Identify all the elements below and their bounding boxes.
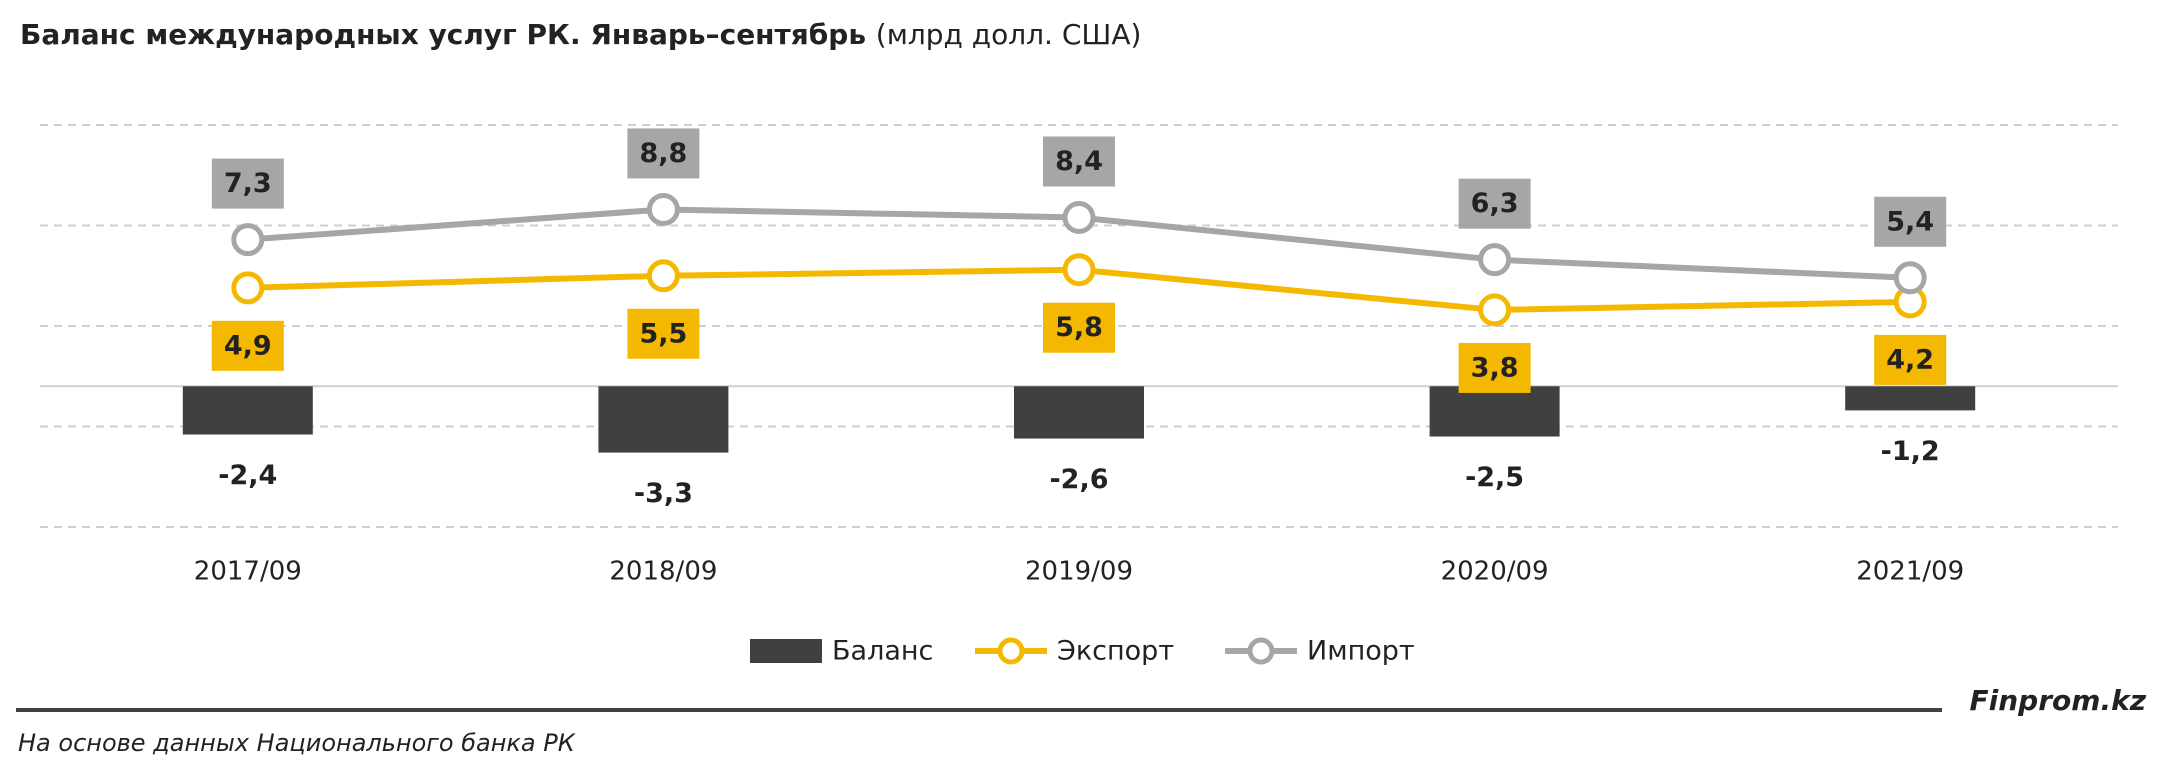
label-box — [211, 320, 284, 371]
source: На основе данных Национального банка РК — [18, 729, 576, 757]
data-label: 6,3 — [1471, 188, 1519, 219]
data-label: -2,4 — [218, 460, 277, 491]
bar — [182, 386, 313, 435]
marker — [1062, 253, 1096, 287]
label-box — [1458, 342, 1531, 393]
brand: Finprom.kz — [1970, 684, 2147, 717]
marker — [646, 259, 680, 293]
bar — [1845, 386, 1976, 411]
data-label: 8,4 — [1055, 146, 1103, 177]
marker — [646, 192, 680, 226]
bar — [598, 386, 729, 453]
subtitle: (млрд долл. США) — [876, 18, 1142, 51]
bar — [1014, 386, 1144, 439]
marker — [1893, 261, 1927, 295]
x-tick-label: 2021/09 — [1856, 557, 1964, 587]
data-label: -3,3 — [634, 478, 693, 509]
label-box — [1043, 136, 1115, 187]
label-box — [627, 128, 700, 179]
x-tick-label: 2018/09 — [609, 557, 717, 587]
label-box — [1043, 302, 1115, 353]
title: Баланс международных услуг РК. Январь–се… — [20, 18, 866, 51]
legend-label: Импорт — [1307, 636, 1415, 667]
marker — [231, 271, 265, 305]
legend-label: Экспорт — [1057, 636, 1174, 667]
data-label: -1,2 — [1881, 436, 1940, 467]
x-tick-label: 2019/09 — [1025, 557, 1133, 587]
x-tick-label: 2020/09 — [1441, 557, 1549, 587]
data-label: 4,9 — [224, 330, 272, 361]
label-box — [1874, 334, 1947, 385]
data-label: 4,2 — [1886, 344, 1934, 375]
data-label: 5,4 — [1886, 206, 1934, 237]
x-tick-label: 2017/09 — [194, 557, 302, 587]
chart-title: Баланс международных услуг РК. Январь–се… — [20, 18, 1141, 51]
label-box — [1458, 178, 1531, 229]
bar — [1429, 386, 1560, 437]
label-box — [211, 158, 284, 209]
legend-marker — [1247, 637, 1275, 665]
label-box — [1874, 196, 1947, 247]
data-label: 3,8 — [1471, 352, 1519, 383]
data-label: 7,3 — [224, 168, 272, 199]
marker — [231, 223, 265, 257]
legend-marker — [997, 637, 1025, 665]
data-label: 5,5 — [639, 318, 687, 349]
legend-label: Баланс — [832, 636, 933, 667]
marker — [1478, 243, 1512, 277]
data-label: -2,5 — [1465, 462, 1524, 493]
data-label: 8,8 — [639, 138, 687, 169]
data-label: 5,8 — [1055, 312, 1103, 343]
legend-swatch — [750, 639, 822, 663]
marker — [1062, 200, 1096, 234]
data-label: -2,6 — [1049, 464, 1108, 495]
marker — [1478, 293, 1512, 327]
label-box — [627, 308, 700, 359]
